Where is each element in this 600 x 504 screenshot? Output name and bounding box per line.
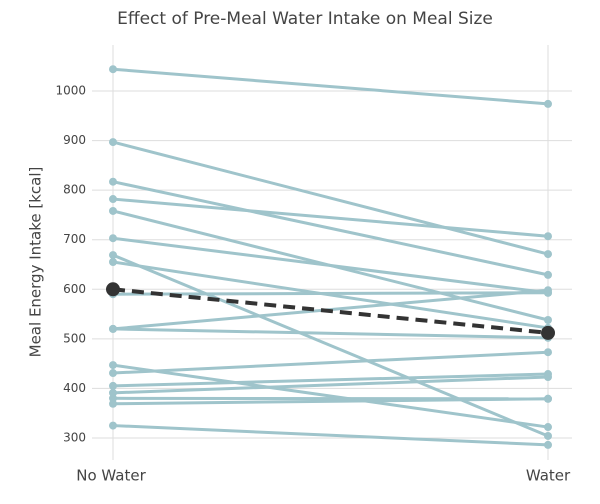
mean-point: [106, 282, 120, 296]
subject-line: [113, 352, 548, 373]
subject-point: [109, 234, 117, 242]
x-tick-label: No Water: [76, 467, 146, 485]
chart-title: Effect of Pre-Meal Water Intake on Meal …: [117, 9, 493, 29]
subject-line: [113, 329, 548, 338]
subject-point: [544, 250, 552, 258]
subject-point: [544, 373, 552, 381]
y-tick-label: 500: [63, 331, 86, 345]
y-tick-label: 1000: [55, 84, 86, 98]
subject-point: [109, 325, 117, 333]
y-tick-label: 800: [63, 183, 86, 197]
subject-point: [544, 395, 552, 403]
y-tick-label: 300: [63, 430, 86, 444]
subject-point: [109, 251, 117, 259]
x-tick-label: Water: [526, 467, 571, 485]
subject-point: [109, 422, 117, 430]
subject-line: [113, 238, 548, 293]
subject-point: [544, 232, 552, 240]
y-tick-label: 400: [63, 381, 86, 395]
subject-line: [113, 426, 548, 445]
subject-point: [544, 100, 552, 108]
y-tick-label: 600: [63, 282, 86, 296]
subject-point: [109, 65, 117, 73]
subject-line: [113, 199, 548, 236]
subject-point: [109, 361, 117, 369]
subject-point: [544, 441, 552, 449]
subject-point: [544, 432, 552, 440]
subject-point: [109, 258, 117, 266]
subject-point: [544, 286, 552, 294]
subject-point: [544, 271, 552, 279]
subject-line: [113, 255, 548, 436]
subject-point: [109, 369, 117, 377]
subject-point: [109, 195, 117, 203]
subject-point: [544, 316, 552, 324]
y-tick-label: 900: [63, 133, 86, 147]
subject-point: [109, 382, 117, 390]
subject-point: [109, 138, 117, 146]
subject-line: [113, 142, 548, 254]
subject-point: [109, 400, 117, 408]
subject-line: [113, 69, 548, 104]
y-tick-label: 700: [63, 232, 86, 246]
subject-point: [544, 348, 552, 356]
y-axis-label: Meal Energy Intake [kcal]: [27, 167, 45, 358]
subject-point: [109, 178, 117, 186]
subject-point: [544, 423, 552, 431]
mean-point: [541, 326, 555, 340]
subject-point: [109, 207, 117, 215]
